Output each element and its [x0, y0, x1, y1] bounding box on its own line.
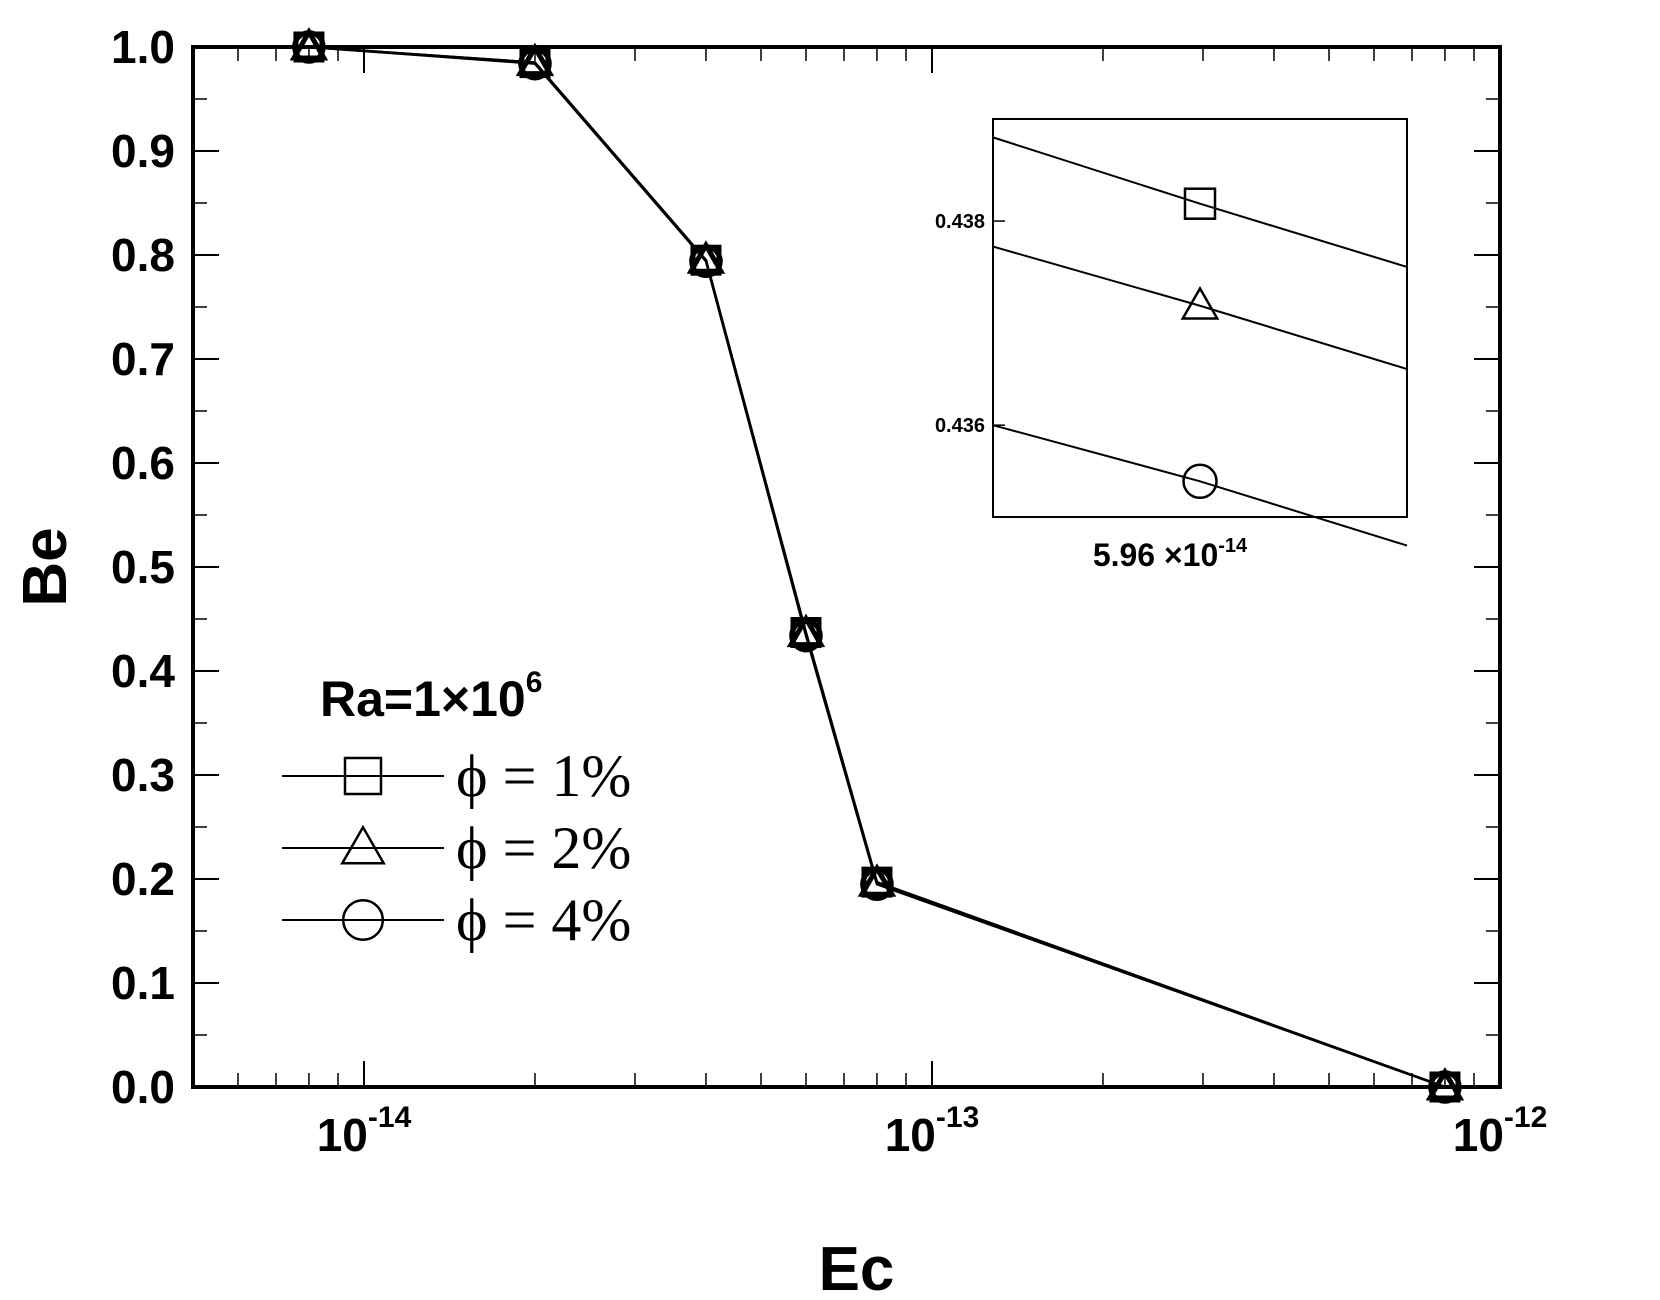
- x-tick-exponent: -12: [1504, 1101, 1547, 1134]
- data-point-triangle: [686, 240, 726, 274]
- x-tick-label: 10-14: [317, 1101, 412, 1161]
- inset-marker-triangle: [1180, 285, 1220, 320]
- legend: Ra=1×106 ϕ = 1%ϕ = 2%ϕ = 4%: [282, 666, 631, 953]
- x-tick-label: 10-13: [885, 1101, 980, 1161]
- inset-x-label-mantissa: 5.96 ×10: [1093, 537, 1218, 573]
- legend-title: Ra=1×106: [320, 666, 542, 727]
- x-tick-label: 10-12: [1453, 1101, 1548, 1161]
- x-tick-exponent: -14: [368, 1101, 412, 1134]
- data-point-circle: [518, 46, 552, 81]
- inset-x-label-exponent: -14: [1218, 535, 1248, 557]
- y-axis-title: Be: [11, 527, 80, 606]
- data-point-triangle: [515, 42, 555, 77]
- inset-series-line-triangle: [992, 245, 1408, 370]
- x-axis-title: Ec: [819, 1235, 895, 1300]
- inset-marker-square: [1183, 187, 1217, 220]
- data-point-circle: [292, 30, 326, 64]
- y-tick-label: 0.4: [111, 645, 175, 697]
- inset-y-tick-label: 0.436: [935, 415, 985, 437]
- legend-title-text: Ra=1×10: [320, 671, 526, 727]
- y-tick-label: 0.9: [111, 125, 175, 177]
- inset-y-tick-label: 0.438: [935, 211, 985, 233]
- data-point-circle: [860, 867, 894, 902]
- legend-label: ϕ = 2%: [456, 815, 631, 881]
- x-tick-base: 10: [1453, 1109, 1504, 1161]
- x-tick-exponent: -13: [936, 1101, 979, 1134]
- legend-marker-triangle: [340, 824, 386, 865]
- main-plot: 0.00.10.20.30.40.50.60.70.80.91.010-14 10…: [11, 21, 1547, 1300]
- legend-marker-square: [343, 756, 383, 796]
- inset-series-line-circle: [992, 424, 1408, 547]
- legend-title-exponent: 6: [526, 666, 543, 699]
- inset-series-line-square: [992, 136, 1408, 268]
- legend-label: ϕ = 4%: [456, 887, 631, 953]
- legend-label: ϕ = 1%: [456, 743, 631, 809]
- y-tick-label: 0.7: [111, 333, 175, 385]
- y-tick-label: 0.0: [111, 1061, 175, 1113]
- y-tick-label: 0.6: [111, 437, 175, 489]
- inset-marker-circle: [1182, 463, 1218, 500]
- y-tick-label: 0.1: [111, 957, 175, 1009]
- x-tick-base: 10: [317, 1109, 368, 1161]
- y-tick-label: 0.3: [111, 749, 175, 801]
- data-point-circle: [1428, 1070, 1462, 1104]
- data-point-triangle: [857, 863, 897, 897]
- y-tick-label: 0.5: [111, 541, 175, 593]
- data-point-triangle: [786, 613, 826, 648]
- y-tick-label: 1.0: [111, 21, 175, 73]
- y-tick-label: 0.8: [111, 229, 175, 281]
- series-line-circle: [308, 45, 1446, 1089]
- legend-marker-circle: [341, 898, 385, 942]
- data-point-circle: [789, 618, 823, 653]
- x-tick-base: 10: [885, 1109, 936, 1161]
- data-point-triangle: [289, 27, 329, 61]
- data-point-circle: [689, 244, 723, 279]
- inset-x-label: 5.96 ×10-14: [1093, 535, 1248, 573]
- inset-plot: 0.436 0.438 5.96 ×10-14: [935, 118, 1408, 573]
- y-tick-label: 0.2: [111, 853, 175, 905]
